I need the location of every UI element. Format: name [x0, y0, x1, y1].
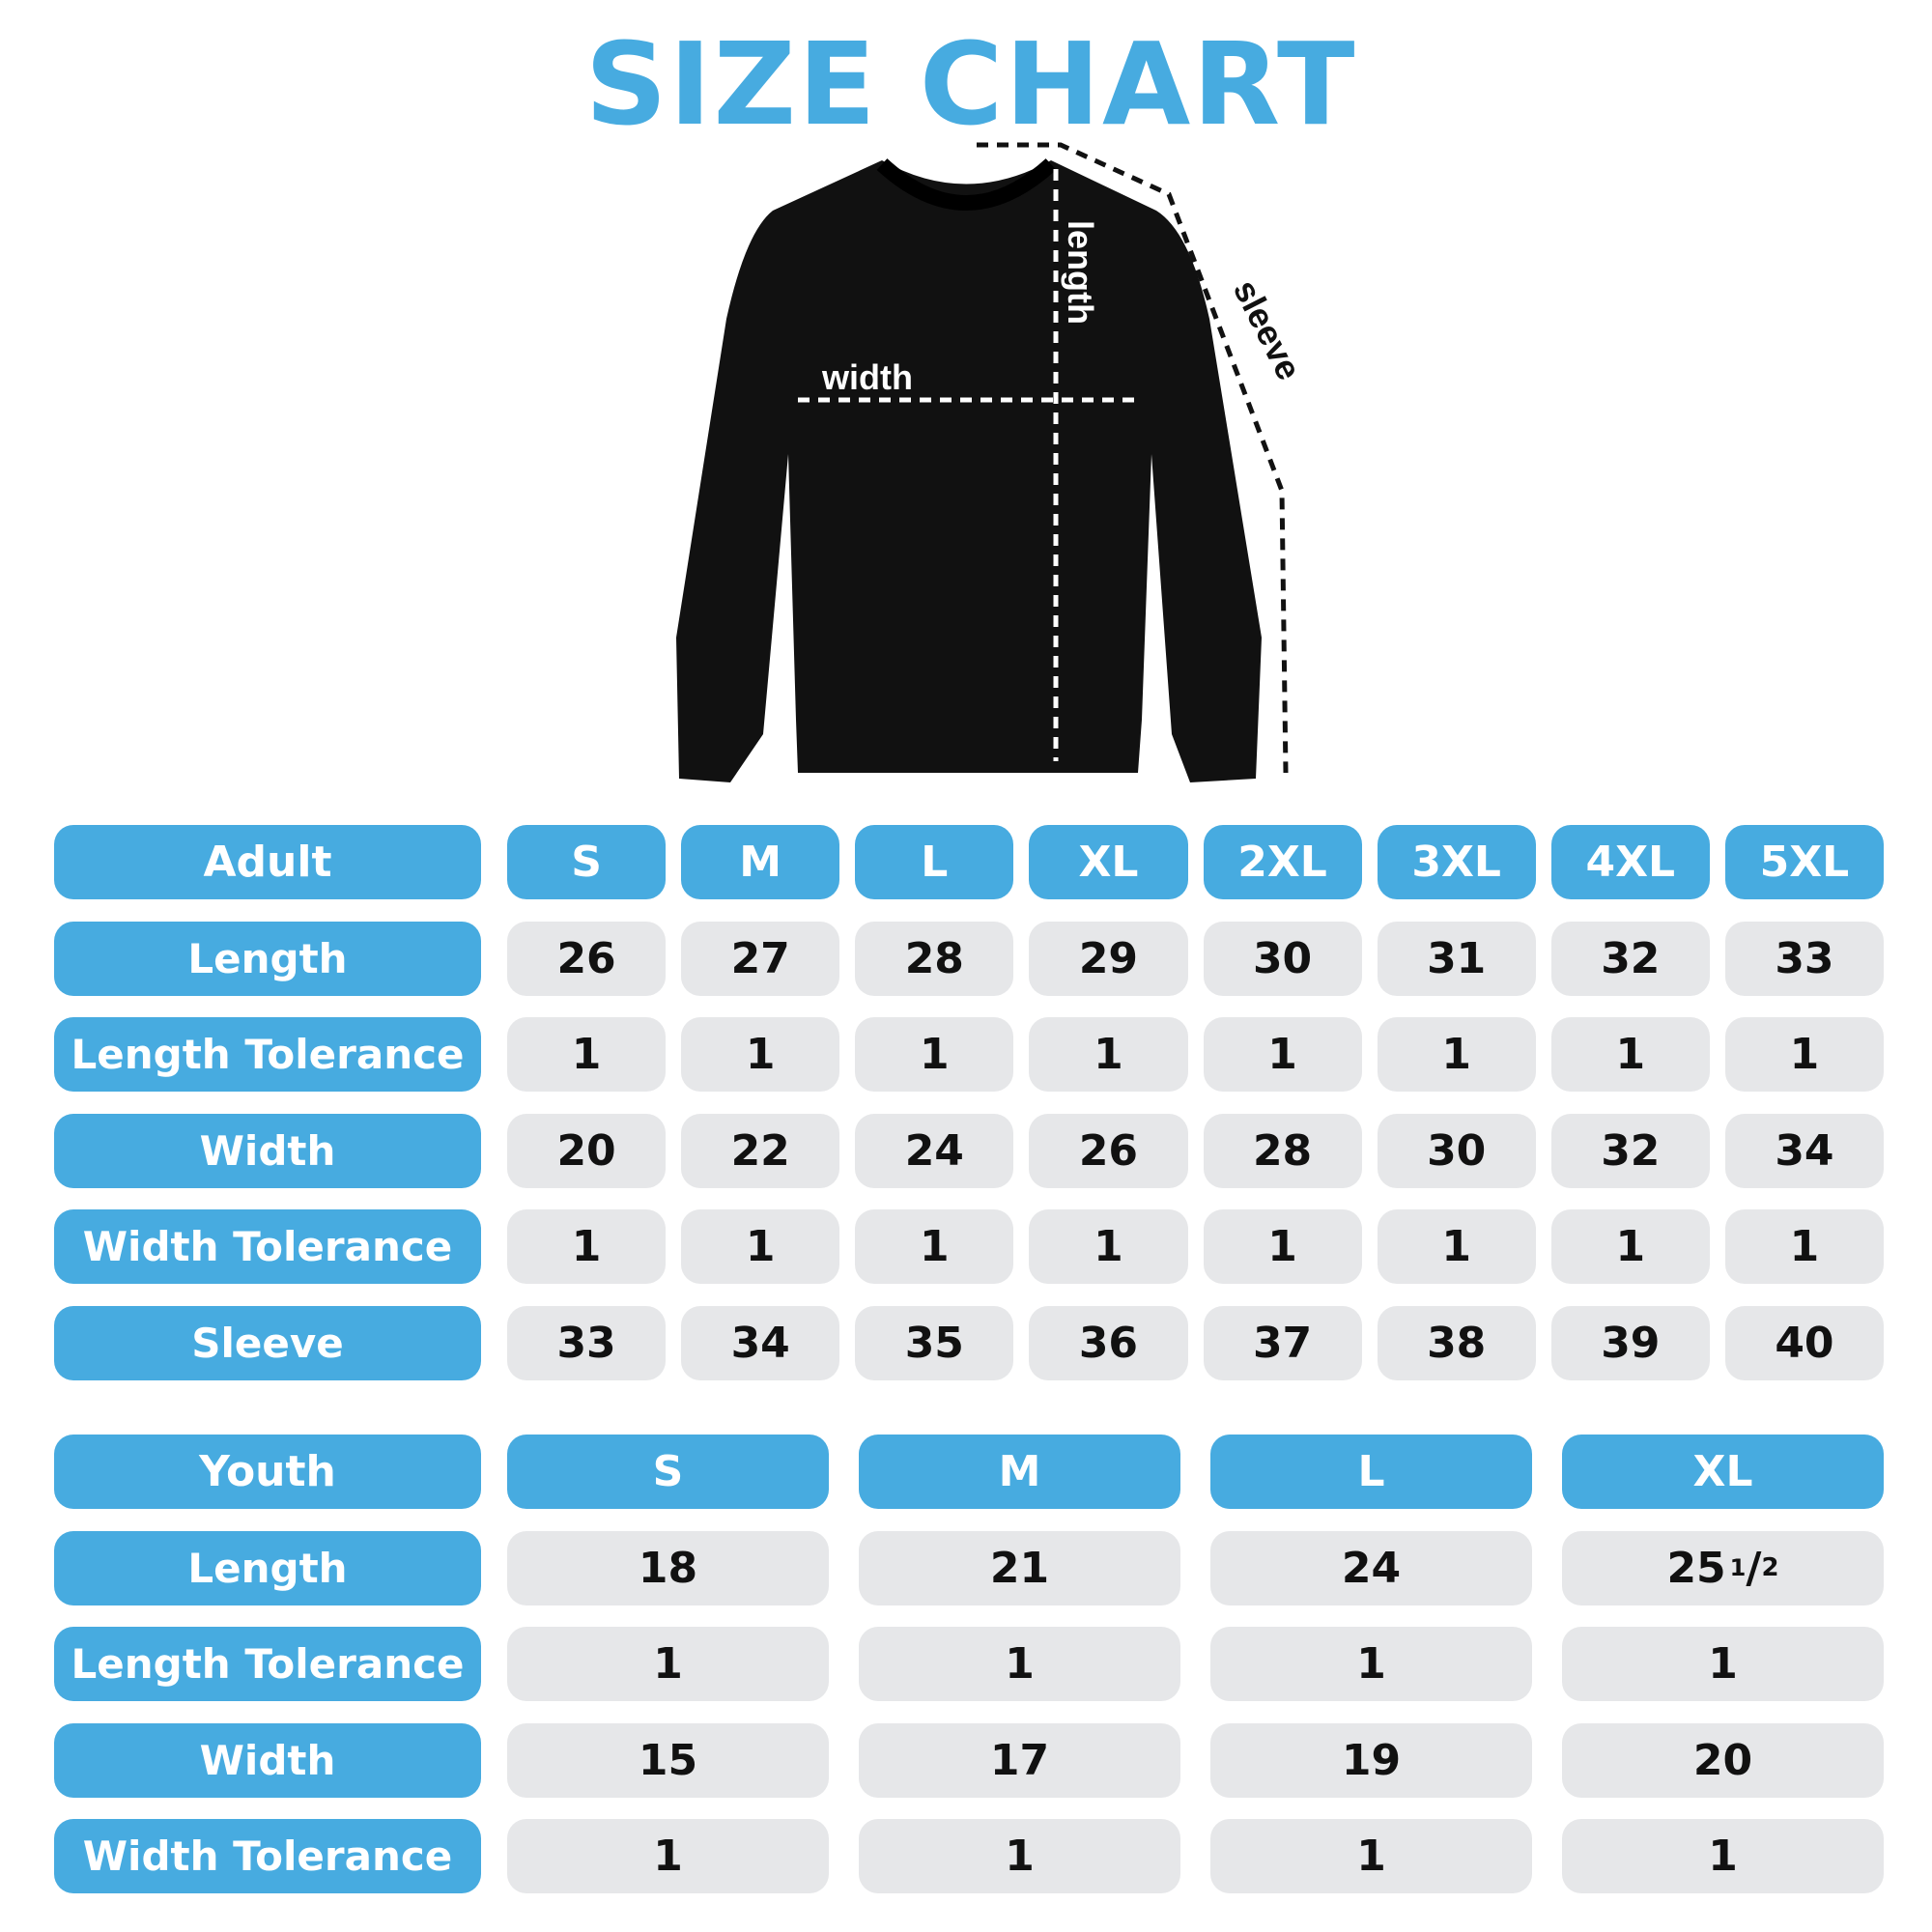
- table-cell: 40: [1724, 1305, 1884, 1380]
- table-cell: 34: [681, 1305, 840, 1380]
- size-header-xl: XL: [1562, 1435, 1884, 1509]
- sleeve-measure-line: [977, 142, 1289, 774]
- table-cell: 32: [1550, 1113, 1710, 1188]
- row-label-length: Length: [54, 1530, 481, 1605]
- collar: [876, 158, 1057, 211]
- table-header-label: Adult: [54, 825, 481, 899]
- table-cell: 1: [1029, 1209, 1188, 1284]
- table-cell: 22: [681, 1113, 840, 1188]
- table-cell: 35: [855, 1305, 1014, 1380]
- table-cell: 32: [1550, 921, 1710, 996]
- sweater-image: [676, 160, 1262, 782]
- page-title: SIZE CHART: [584, 17, 1357, 151]
- table-cell: 28: [855, 921, 1014, 996]
- table-cell: 1: [1550, 1209, 1710, 1284]
- table-cell: 19: [1210, 1722, 1532, 1798]
- size-header-m: M: [859, 1435, 1180, 1509]
- table-cell: 30: [1377, 1113, 1536, 1188]
- table-cell: 21: [859, 1530, 1180, 1605]
- table-cell: 1: [1210, 1819, 1532, 1893]
- table-cell: 33: [507, 1305, 667, 1380]
- length-label: length: [1061, 220, 1100, 325]
- table-cell: 1: [507, 1819, 829, 1893]
- table-cell: 36: [1029, 1305, 1188, 1380]
- table-cell: 18: [507, 1530, 829, 1605]
- size-header-2xl: 2XL: [1203, 825, 1362, 899]
- table-cell: 34: [1724, 1113, 1884, 1188]
- table-cell: 1: [855, 1209, 1014, 1284]
- table-cell: 25 1/2: [1562, 1530, 1884, 1605]
- size-header-s: S: [507, 1435, 829, 1509]
- table-cell: 28: [1203, 1113, 1362, 1188]
- size-header-5xl: 5XL: [1724, 825, 1884, 899]
- table-cell: 1: [681, 1017, 840, 1092]
- size-header-3xl: 3XL: [1377, 825, 1536, 899]
- size-header-4xl: 4XL: [1550, 825, 1710, 899]
- table-cell: 1: [1562, 1819, 1884, 1893]
- table-cell: 1: [681, 1209, 840, 1284]
- table-cell: 1: [507, 1209, 667, 1284]
- table-cell: 26: [1029, 1113, 1188, 1188]
- table-cell: 37: [1203, 1305, 1362, 1380]
- row-label-sleeve: Sleeve: [54, 1305, 481, 1380]
- table-cell: 1: [1724, 1017, 1884, 1092]
- table-cell: 1: [1029, 1017, 1188, 1092]
- table-cell: 1: [507, 1627, 829, 1701]
- row-label-width-tolerance: Width Tolerance: [54, 1209, 481, 1284]
- table-cell: 20: [1562, 1722, 1884, 1798]
- size-header-m: M: [681, 825, 840, 899]
- row-label-length-tolerance: Length Tolerance: [54, 1627, 481, 1701]
- row-label-width: Width: [54, 1113, 481, 1188]
- table-cell: 27: [681, 921, 840, 996]
- row-label-width-tolerance: Width Tolerance: [54, 1819, 481, 1893]
- table-cell: 31: [1377, 921, 1536, 996]
- row-label-length-tolerance: Length Tolerance: [54, 1017, 481, 1092]
- table-cell: 1: [1377, 1017, 1536, 1092]
- width-label: width: [821, 357, 913, 397]
- row-label-width: Width: [54, 1722, 481, 1798]
- table-cell: 39: [1550, 1305, 1710, 1380]
- table-cell: 1: [1724, 1209, 1884, 1284]
- table-cell: 1: [507, 1017, 667, 1092]
- table-cell: 20: [507, 1113, 667, 1188]
- table-cell: 38: [1377, 1305, 1536, 1380]
- table-cell: 30: [1203, 921, 1362, 996]
- table-cell: 1: [1550, 1017, 1710, 1092]
- table-cell: 26: [507, 921, 667, 996]
- size-header-s: S: [507, 825, 667, 899]
- sleeve-label: sleeve: [1226, 273, 1310, 386]
- table-cell: 29: [1029, 921, 1188, 996]
- table-cell: 24: [855, 1113, 1014, 1188]
- table-cell: 1: [1377, 1209, 1536, 1284]
- sweater-diagram: width length sleeve: [676, 142, 1310, 782]
- table-header-label: Youth: [54, 1435, 481, 1509]
- table-cell: 1: [859, 1627, 1180, 1701]
- table-cell: 1: [859, 1819, 1180, 1893]
- size-header-xl: XL: [1029, 825, 1188, 899]
- table-cell: 1: [1210, 1627, 1532, 1701]
- table-cell: 33: [1724, 921, 1884, 996]
- table-cell: 1: [855, 1017, 1014, 1092]
- table-cell: 17: [859, 1722, 1180, 1798]
- row-label-length: Length: [54, 921, 481, 996]
- table-cell: 24: [1210, 1530, 1532, 1605]
- table-cell: 1: [1203, 1017, 1362, 1092]
- size-header-l: L: [1210, 1435, 1532, 1509]
- size-header-l: L: [855, 825, 1014, 899]
- table-cell: 15: [507, 1722, 829, 1798]
- table-cell: 1: [1562, 1627, 1884, 1701]
- table-cell: 1: [1203, 1209, 1362, 1284]
